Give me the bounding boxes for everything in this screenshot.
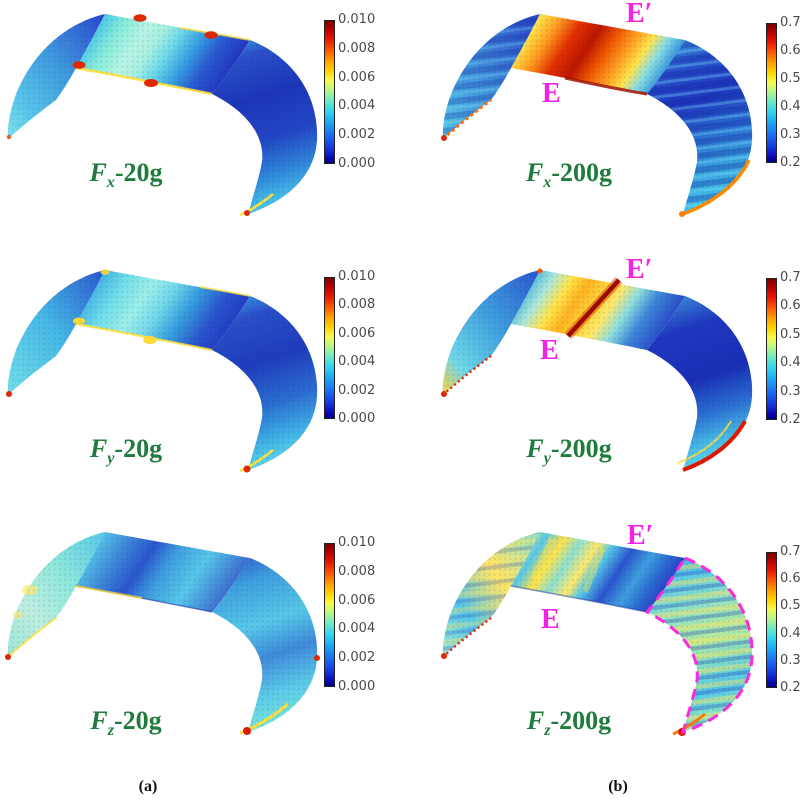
panel-title-fz-200g: Fz-200g xyxy=(479,706,659,746)
panel-title-suffix: -200g xyxy=(551,158,613,187)
colorbar-ticks-fx-200g: 0.7 0.6 0.5 0.4 0.3 0.2 xyxy=(780,15,800,170)
heatmap-shell-fz-200g xyxy=(441,532,754,736)
panel-title-subscript: y xyxy=(543,450,551,468)
annotation-e-prime-fz-200g: E′ xyxy=(627,520,654,551)
colorbar-gradient-fx-20g xyxy=(324,20,335,164)
colorbar-gradient-fz-20g xyxy=(324,543,335,687)
particle-texture xyxy=(7,270,318,470)
panel-title-suffix: -20g xyxy=(113,706,162,735)
colorbar-tick: 0.7 xyxy=(780,270,800,285)
panel-title-symbol: F xyxy=(526,434,544,463)
colorbar-tick: 0.004 xyxy=(338,98,376,114)
panel-title-fz-20g: Fz-20g xyxy=(36,706,216,746)
edge-shadow xyxy=(564,76,648,96)
annotation-e-prime-fx-200g: E′ xyxy=(626,0,653,29)
colorbar-tick: 0.000 xyxy=(338,410,376,426)
colorbar-ticks-fy-20g: 0.010 0.008 0.006 0.004 0.002 0.000 xyxy=(338,269,375,426)
panel-title-suffix: -200g xyxy=(550,706,612,735)
colorbar-tick: 0.010 xyxy=(338,535,376,550)
colorbar-tick: 0.008 xyxy=(338,297,376,313)
colorbar-tick: 0.010 xyxy=(338,269,376,284)
panel-title-fx-200g: Fx-200g xyxy=(479,158,659,198)
colorbar-tick: 0.004 xyxy=(338,621,376,637)
panel-title-symbol: F xyxy=(526,706,545,735)
colorbar-tick: 0.2 xyxy=(780,411,800,427)
particle-texture xyxy=(7,532,318,732)
colorbar-tick: 0.006 xyxy=(338,69,376,85)
colorbar-tick: 0.3 xyxy=(780,383,800,399)
panel-title-symbol: F xyxy=(90,706,108,735)
annotation-e-fz-200g: E xyxy=(541,604,560,635)
colorbar-tick: 0.2 xyxy=(780,155,800,170)
colorbar-tick: 0.000 xyxy=(338,155,376,171)
colorbar-gradient-fz-200g xyxy=(766,552,777,688)
panel-title-suffix: -200g xyxy=(550,434,612,463)
heatmap-shell-fy-200g xyxy=(441,268,753,472)
panel-title-fy-200g: Fy-200g xyxy=(479,434,659,474)
colorbar-gradient-fx-200g xyxy=(766,23,777,163)
panel-title-suffix: -20g xyxy=(114,158,163,187)
colorbar-tick: 0.5 xyxy=(780,71,800,86)
colorbar-tick: 0.4 xyxy=(780,99,800,114)
panel-title-fy-20g: Fy-20g xyxy=(36,434,216,474)
panel-title-suffix: -20g xyxy=(114,434,163,463)
colorbar-tick: 0.5 xyxy=(780,326,800,342)
particle-texture xyxy=(442,14,753,214)
panel-title-subscript: x xyxy=(543,174,552,192)
colorbar-tick: 0.006 xyxy=(338,325,376,341)
colorbar-gradient-fy-20g xyxy=(324,277,335,419)
particle-texture xyxy=(442,532,753,732)
panel-title-fx-20g: Fx-20g xyxy=(36,158,216,198)
colorbar-tick: 0.4 xyxy=(780,355,800,371)
colorbar-tick: 0.7 xyxy=(780,544,800,559)
panel-title-symbol: F xyxy=(89,434,108,463)
colorbar-tick: 0.3 xyxy=(780,127,800,142)
colorbar-tick: 0.6 xyxy=(780,571,800,587)
panel-title-subscript: z xyxy=(544,722,551,740)
colorbar-tick: 0.000 xyxy=(338,678,376,694)
heatmap-shell-fx-200g xyxy=(441,14,753,217)
colorbar-tick: 0.4 xyxy=(780,625,800,641)
colorbar-tick: 0.2 xyxy=(780,679,800,695)
colorbar-ticks-fz-200g: 0.7 0.6 0.5 0.4 0.3 0.2 xyxy=(780,544,800,695)
annotation-e-fx-200g: E xyxy=(542,78,561,109)
colorbar-ticks-fx-20g: 0.010 0.008 0.006 0.004 0.002 0.000 xyxy=(338,12,375,171)
colorbar-tick: 0.002 xyxy=(338,650,376,666)
colorbar-tick: 0.5 xyxy=(780,598,800,614)
caption-b: (b) xyxy=(608,778,628,795)
colorbar-tick: 0.7 xyxy=(780,15,800,30)
panel-title-symbol: F xyxy=(89,158,107,187)
colorbar-tick: 0.6 xyxy=(780,43,800,58)
hotspot xyxy=(243,465,251,473)
heatmap-shell-fx-20g xyxy=(6,14,318,217)
panel-title-symbol: F xyxy=(525,158,544,187)
particle-texture xyxy=(7,14,318,214)
colorbar-ticks-fz-20g: 0.010 0.008 0.006 0.004 0.002 0.000 xyxy=(338,535,375,694)
heatmap-shell-fy-20g xyxy=(6,269,318,473)
colorbar-tick: 0.008 xyxy=(338,563,376,579)
heatmap-shell-fz-20g xyxy=(5,532,320,735)
colorbar-tick: 0.004 xyxy=(338,354,376,370)
hotspot xyxy=(244,210,250,216)
colorbar-tick: 0.006 xyxy=(338,592,376,608)
panel-title-subscript: z xyxy=(107,722,114,740)
caption-a: (a) xyxy=(138,778,158,795)
colorbar-tick: 0.3 xyxy=(780,652,800,668)
annotation-e-fy-200g: E xyxy=(540,335,559,366)
colorbar-ticks-fy-200g: 0.7 0.6 0.5 0.4 0.3 0.2 xyxy=(780,270,800,427)
colorbar-tick: 0.010 xyxy=(338,12,376,27)
panel-title-subscript: y xyxy=(107,450,115,468)
particle-texture xyxy=(442,270,753,470)
colorbar-gradient-fy-200g xyxy=(766,278,777,420)
panel-title-subscript: x xyxy=(106,174,115,192)
annotation-e-prime-fy-200g: E′ xyxy=(626,254,653,285)
colorbar-tick: 0.6 xyxy=(780,298,800,314)
edge-highlight xyxy=(199,286,251,297)
colorbar-tick: 0.002 xyxy=(338,127,376,143)
colorbar-tick: 0.008 xyxy=(338,40,376,56)
colorbar-tick: 0.002 xyxy=(338,382,376,398)
